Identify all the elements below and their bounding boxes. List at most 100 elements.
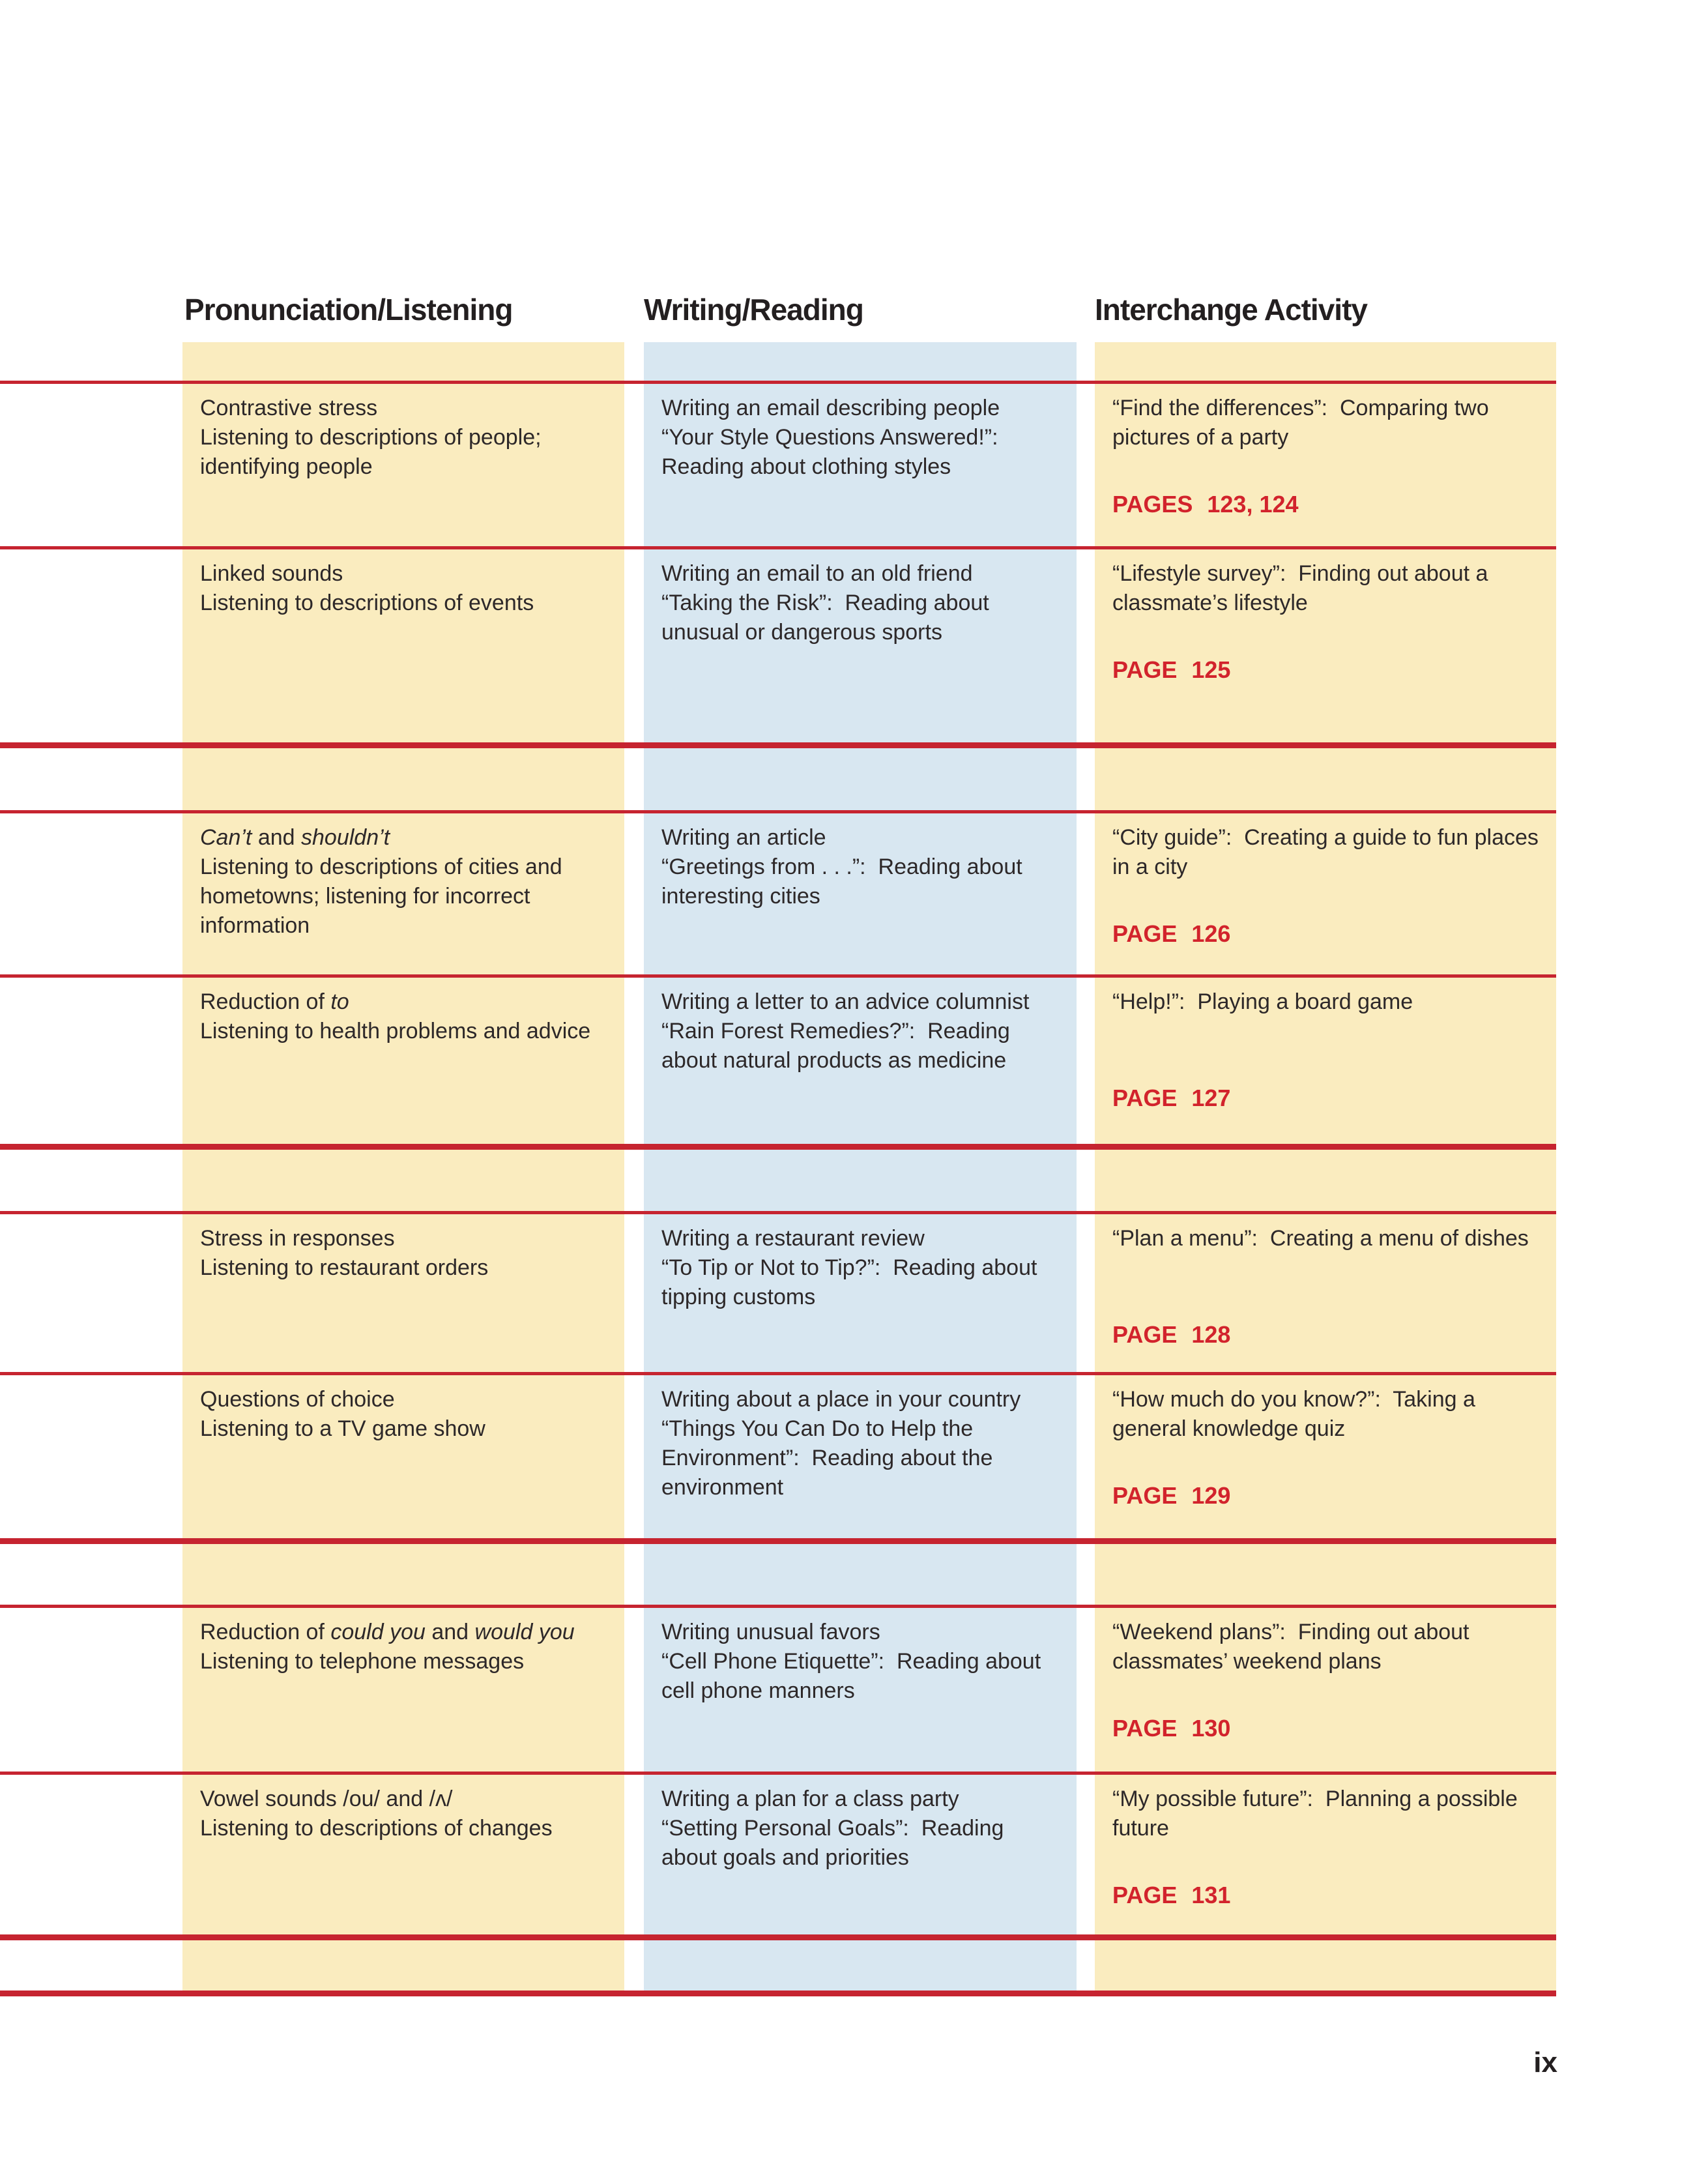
interchange-activity-cell (1095, 748, 1556, 810)
writing-item: “Setting Personal Goals”: Reading about … (661, 1816, 1010, 1870)
column-gap (1077, 748, 1095, 810)
pronunciation-listening-cell: Reduction of could you and would you List… (182, 1608, 624, 1772)
table-row: Vowel sounds /ou/ and /ʌ/Listening to de… (0, 1772, 1556, 1934)
left-margin-spacer (0, 1775, 182, 1934)
pronunciation-item: Can’t and shouldn’t (200, 825, 390, 850)
writing-reading-cell (644, 1150, 1077, 1211)
writing-reading-cell: Writing about a place in your country “Th… (644, 1375, 1077, 1538)
left-margin-spacer (0, 978, 182, 1144)
pronunciation-listening-cell: Reduction of to Listening to health probl… (182, 978, 624, 1144)
page-numbers: 123, 124 (1207, 491, 1299, 518)
page-numbers: 127 (1191, 1085, 1231, 1111)
interchange-activity-cell: “Find the differences”: Comparing two pi… (1095, 384, 1556, 546)
page-label: PAGES (1112, 491, 1193, 518)
unit-divider-row (0, 742, 1556, 810)
writing-item: Writing an email describing people (661, 396, 1000, 420)
left-margin-spacer (0, 342, 182, 381)
table-row: Stress in responses Listening to restaura… (0, 1211, 1556, 1372)
pronunciation-item: Listening to descriptions of people; ide… (200, 425, 548, 479)
column-gap (1077, 1608, 1095, 1772)
page-reference: PAGE 131 (1112, 1880, 1230, 1910)
column-gap (624, 384, 644, 546)
writing-reading-cell: Writing a letter to an advice columnist “… (644, 978, 1077, 1144)
pronunciation-listening-cell: Contrastive stress Listening to descripti… (182, 384, 624, 546)
interchange-activity-item: “Lifestyle survey”: Finding out about a … (1112, 561, 1494, 615)
pronunciation-listening-cell: Questions of choice Listening to a TV gam… (182, 1375, 624, 1538)
left-margin-spacer (0, 384, 182, 546)
pronunciation-item: Listening to descriptions of changes (200, 1816, 553, 1841)
column-gap (624, 549, 644, 742)
pronunciation-item: Listening to descriptions of cities and … (200, 854, 569, 938)
page-label: PAGE (1112, 920, 1178, 947)
column-gap (1077, 1544, 1095, 1605)
column-gap (624, 1775, 644, 1934)
pronunciation-item: Contrastive stress (200, 396, 378, 420)
column-gap (624, 1544, 644, 1605)
writing-item: “Greetings from . . .”: Reading about in… (661, 854, 1029, 909)
column-gap (1077, 1375, 1095, 1538)
left-margin-spacer (0, 1150, 182, 1211)
interchange-activity-item: “How much do you know?”: Taking a genera… (1112, 1387, 1482, 1441)
left-margin-spacer (0, 813, 182, 974)
column-gap (624, 1940, 644, 1991)
column-gap (1077, 813, 1095, 974)
interchange-activity-cell: “My possible future”: Planning a possibl… (1095, 1775, 1556, 1934)
pronunciation-item: Questions of choice (200, 1387, 395, 1412)
column-gap (624, 1150, 644, 1211)
unit-divider-row (0, 1934, 1556, 1996)
page-reference: PAGE 129 (1112, 1481, 1230, 1510)
left-margin-spacer (0, 1544, 182, 1605)
pronunciation-item: Listening to health problems and advice (200, 1019, 591, 1043)
writing-item: “Cell Phone Etiquette”: Reading about ce… (661, 1649, 1047, 1703)
column-header-writing-reading: Writing/Reading (644, 293, 864, 327)
column-gap (1077, 342, 1095, 381)
interchange-activity-item: “Help!”: Playing a board game (1112, 989, 1413, 1014)
pronunciation-listening-cell: Stress in responses Listening to restaura… (182, 1214, 624, 1372)
interchange-activity-item: “City guide”: Creating a guide to fun pl… (1112, 825, 1545, 879)
interchange-activity-cell: “Help!”: Playing a board game PAGE 127 (1095, 978, 1556, 1144)
pronunciation-listening-cell (182, 1544, 624, 1605)
interchange-activity-cell: “City guide”: Creating a guide to fun pl… (1095, 813, 1556, 974)
page-reference: PAGES 123, 124 (1112, 489, 1299, 519)
left-margin-spacer (0, 1608, 182, 1772)
page-label: PAGE (1112, 1482, 1178, 1509)
pronunciation-item: Listening to a TV game show (200, 1416, 485, 1441)
page-reference: PAGE 125 (1112, 655, 1230, 684)
interchange-activity-cell: “How much do you know?”: Taking a genera… (1095, 1375, 1556, 1538)
interchange-activity-item: “Weekend plans”: Finding out about class… (1112, 1620, 1475, 1674)
pronunciation-listening-cell: Linked sounds Listening to descriptions o… (182, 549, 624, 742)
writing-reading-cell: Writing a plan for a class party “Setting… (644, 1775, 1077, 1934)
writing-item: “To Tip or Not to Tip?”: Reading about t… (661, 1255, 1043, 1309)
interchange-activity-item: “My possible future”: Planning a possibl… (1112, 1787, 1524, 1841)
interchange-activity-cell (1095, 1150, 1556, 1211)
page-label: PAGE (1112, 1321, 1178, 1348)
writing-reading-cell: Writing an email describing people “Your … (644, 384, 1077, 546)
page-label: PAGE (1112, 1882, 1178, 1908)
column-gap (1077, 549, 1095, 742)
column-gap (1077, 1150, 1095, 1211)
pronunciation-item: Linked sounds (200, 561, 343, 586)
pronunciation-item: Listening to restaurant orders (200, 1255, 489, 1280)
writing-item: Writing a plan for a class party (661, 1787, 959, 1811)
page-reference: PAGE 126 (1112, 919, 1230, 948)
writing-item: “Your Style Questions Answered!”: Readin… (661, 425, 1011, 479)
writing-item: “Rain Forest Remedies?”: Reading about n… (661, 1019, 1017, 1073)
column-gap (1077, 1940, 1095, 1991)
page-number: ix (1533, 2047, 1557, 2078)
unit-divider-row (0, 1538, 1556, 1605)
column-gap (624, 1214, 644, 1372)
column-gap (624, 748, 644, 810)
column-gap (1077, 1775, 1095, 1934)
page-label: PAGE (1112, 1085, 1178, 1111)
left-margin-spacer (0, 549, 182, 742)
writing-reading-cell: Writing unusual favors “Cell Phone Etique… (644, 1608, 1077, 1772)
writing-item: Writing an article (661, 825, 826, 850)
writing-reading-cell (644, 748, 1077, 810)
page-numbers: 131 (1191, 1882, 1231, 1908)
pronunciation-item: Listening to descriptions of events (200, 591, 534, 615)
table-row: Reduction of could you and would you List… (0, 1605, 1556, 1772)
column-gap (624, 813, 644, 974)
pronunciation-listening-cell (182, 342, 624, 381)
page-label: PAGE (1112, 656, 1178, 683)
